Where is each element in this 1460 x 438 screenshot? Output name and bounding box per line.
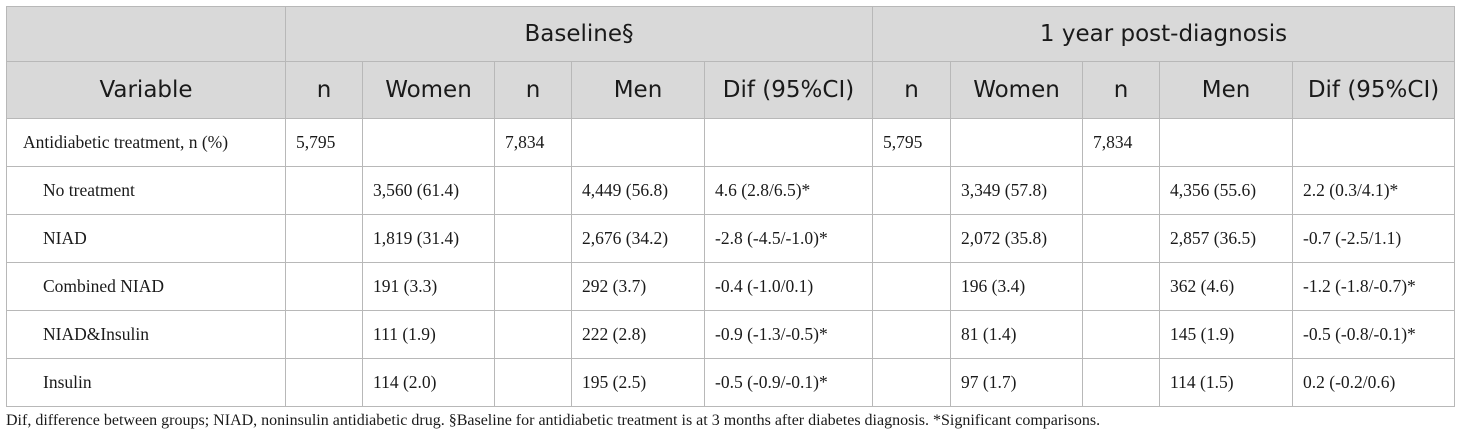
table-cell <box>703 118 874 167</box>
table-cell: -0.4 (-1.0/0.1) <box>703 262 874 311</box>
table-cell <box>1082 166 1161 215</box>
group-header-row: Baseline§ 1 year post-diagnosis <box>6 6 1456 62</box>
table-cell: 4,356 (55.6) <box>1159 166 1294 215</box>
table-footnote: Dif, difference between groups; NIAD, no… <box>6 412 1101 429</box>
column-header-men: Men <box>571 61 705 119</box>
table-cell: 191 (3.3) <box>362 262 495 311</box>
table-cell: 114 (2.0) <box>362 358 495 407</box>
table-cell <box>494 262 572 311</box>
table-cell: 196 (3.4) <box>950 262 1084 311</box>
column-header-n: n <box>285 61 363 119</box>
baseline-group-header: Baseline§ <box>284 6 874 62</box>
table-cell: 4.6 (2.8/6.5)* <box>703 166 874 215</box>
column-header-variable: Variable <box>6 61 286 119</box>
table-cell: 292 (3.7) <box>571 262 705 311</box>
table-cell: 7,834 <box>1082 118 1161 167</box>
table-cell: 114 (1.5) <box>1159 358 1294 407</box>
table-cell <box>1082 310 1161 359</box>
table-cell <box>362 118 495 167</box>
table-cell: 3,349 (57.8) <box>950 166 1084 215</box>
table-row: Combined NIAD 191 (3.3) 292 (3.7) -0.4 (-1.… <box>6 262 1456 311</box>
table-cell <box>494 166 572 215</box>
table-cell <box>285 310 363 359</box>
column-header-dif: Dif (95%CI) <box>1292 61 1456 119</box>
column-header-dif: Dif (95%CI) <box>703 61 874 119</box>
table-cell: -0.5 (-0.8/-0.1)* <box>1292 310 1456 359</box>
table-cell <box>571 118 705 167</box>
column-header-men: Men <box>1159 61 1294 119</box>
header-blank-cell <box>6 6 286 62</box>
row-label: No treatment <box>6 166 286 215</box>
table-cell <box>1082 214 1161 263</box>
table-cell: 97 (1.7) <box>950 358 1084 407</box>
table-cell <box>1082 358 1161 407</box>
table-cell: -1.2 (-1.8/-0.7)* <box>1292 262 1456 311</box>
table-cell: 4,449 (56.8) <box>571 166 705 215</box>
table-cell <box>494 214 572 263</box>
table-cell <box>872 214 952 263</box>
table-cell: 145 (1.9) <box>1159 310 1294 359</box>
table-row: NIAD 1,819 (31.4) 2,676 (34.2) -2.8 (-4.5/-… <box>6 214 1456 263</box>
table-cell <box>285 262 363 311</box>
row-label: NIAD <box>6 214 286 263</box>
table-cell: 5,795 <box>285 118 363 167</box>
table-cell <box>494 358 572 407</box>
table-cell: 362 (4.6) <box>1159 262 1294 311</box>
table-row: Insulin 114 (2.0) 195 (2.5) -0.5 (-0.9/-0.1… <box>6 358 1456 407</box>
table-cell: 2,676 (34.2) <box>571 214 705 263</box>
table-row: Antidiabetic treatment, n (%) 5,795 7,834 5… <box>6 118 1456 167</box>
table-cell: 2,857 (36.5) <box>1159 214 1294 263</box>
table-cell: 5,795 <box>872 118 952 167</box>
column-header-row: Variable n Women n Men Dif (95%CI) n Wom… <box>6 61 1456 119</box>
table-cell <box>1292 118 1456 167</box>
table-cell <box>872 310 952 359</box>
table-cell <box>1159 118 1294 167</box>
table-cell: 81 (1.4) <box>950 310 1084 359</box>
table-cell <box>1082 262 1161 311</box>
column-header-women: Women <box>362 61 495 119</box>
table-cell: -0.7 (-2.5/1.1) <box>1292 214 1456 263</box>
table-cell: 222 (2.8) <box>571 310 705 359</box>
table-cell <box>872 262 952 311</box>
table-cell: 1,819 (31.4) <box>362 214 495 263</box>
table-cell <box>494 310 572 359</box>
table-cell: -0.9 (-1.3/-0.5)* <box>703 310 874 359</box>
row-label: Combined NIAD <box>6 262 286 311</box>
table-row: No treatment 3,560 (61.4) 4,449 (56.8) 4.6 … <box>6 166 1456 215</box>
results-table: Baseline§ 1 year post-diagnosis Variable… <box>6 6 1456 407</box>
table-cell: -0.5 (-0.9/-0.1)* <box>703 358 874 407</box>
table-cell: 3,560 (61.4) <box>362 166 495 215</box>
table-cell <box>872 358 952 407</box>
table-cell: 2.2 (0.3/4.1)* <box>1292 166 1456 215</box>
table-cell: 0.2 (-0.2/0.6) <box>1292 358 1456 407</box>
column-header-n: n <box>494 61 572 119</box>
table-cell <box>285 166 363 215</box>
table-cell <box>872 166 952 215</box>
table-cell: 195 (2.5) <box>571 358 705 407</box>
table-cell <box>285 214 363 263</box>
one-year-group-header: 1 year post-diagnosis <box>872 6 1456 62</box>
table-cell: 111 (1.9) <box>362 310 495 359</box>
table-cell: 2,072 (35.8) <box>950 214 1084 263</box>
table-cell <box>285 358 363 407</box>
row-label: Antidiabetic treatment, n (%) <box>6 118 286 167</box>
table-cell <box>950 118 1084 167</box>
row-label: Insulin <box>6 358 286 407</box>
table-body: Antidiabetic treatment, n (%) 5,795 7,834 5… <box>6 118 1456 407</box>
row-label: NIAD&Insulin <box>6 310 286 359</box>
column-header-women: Women <box>950 61 1084 119</box>
table-row: NIAD&Insulin 111 (1.9) 222 (2.8) -0.9 (-1.3… <box>6 310 1456 359</box>
table-cell: -2.8 (-4.5/-1.0)* <box>703 214 874 263</box>
table-cell: 7,834 <box>494 118 572 167</box>
column-header-n: n <box>1082 61 1161 119</box>
column-header-n: n <box>872 61 952 119</box>
